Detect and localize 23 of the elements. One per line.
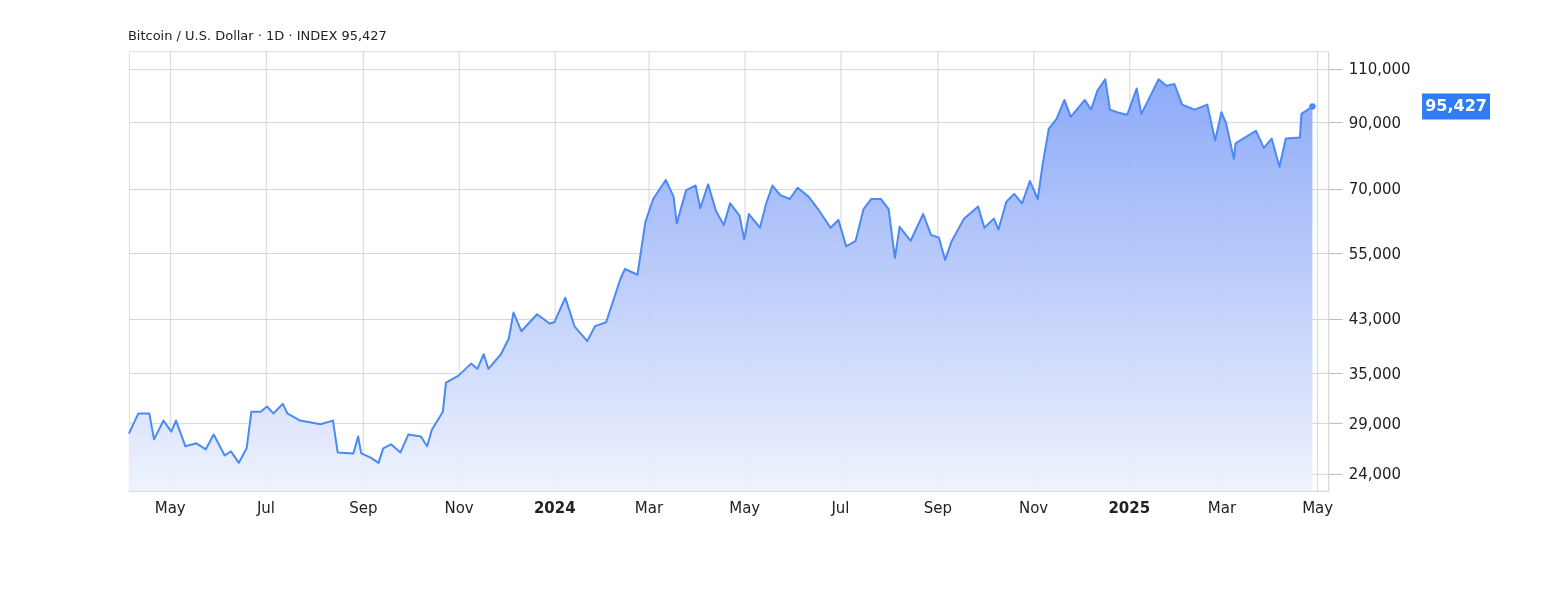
x-tick-label: May [729, 499, 761, 518]
x-tick-label: Mar [1207, 499, 1237, 518]
y-tick-label: 70,000 [1348, 180, 1402, 199]
y-tick-label: 24,000 [1348, 465, 1402, 484]
y-tick-label: 43,000 [1348, 310, 1402, 329]
x-tick-label: 2024 [533, 499, 576, 518]
y-tick-label: 35,000 [1348, 364, 1402, 383]
x-tick-label: 2025 [1108, 499, 1151, 518]
x-tick-label: Sep [349, 499, 378, 518]
x-tick-label: Nov [444, 499, 474, 518]
x-tick-label: Jul [255, 499, 276, 518]
y-tick-label: 110,000 [1348, 60, 1411, 79]
x-tick-label: Sep [923, 499, 952, 518]
text: 95,427 [1425, 96, 1487, 116]
y-tick-label: 29,000 [1348, 414, 1402, 433]
x-tick-label: Mar [634, 499, 664, 518]
x-tick-label: Nov [1018, 499, 1049, 518]
y-tick-label: 55,000 [1348, 244, 1402, 263]
y-tick-label: 90,000 [1348, 113, 1402, 132]
x-tick-label: Jul [830, 499, 850, 518]
chart-title: Bitcoin / U.S. Dollar · 1D · INDEX 95,427 [127, 28, 387, 44]
x-tick-label: May [154, 499, 186, 518]
x-tick-label: May [1302, 499, 1334, 518]
